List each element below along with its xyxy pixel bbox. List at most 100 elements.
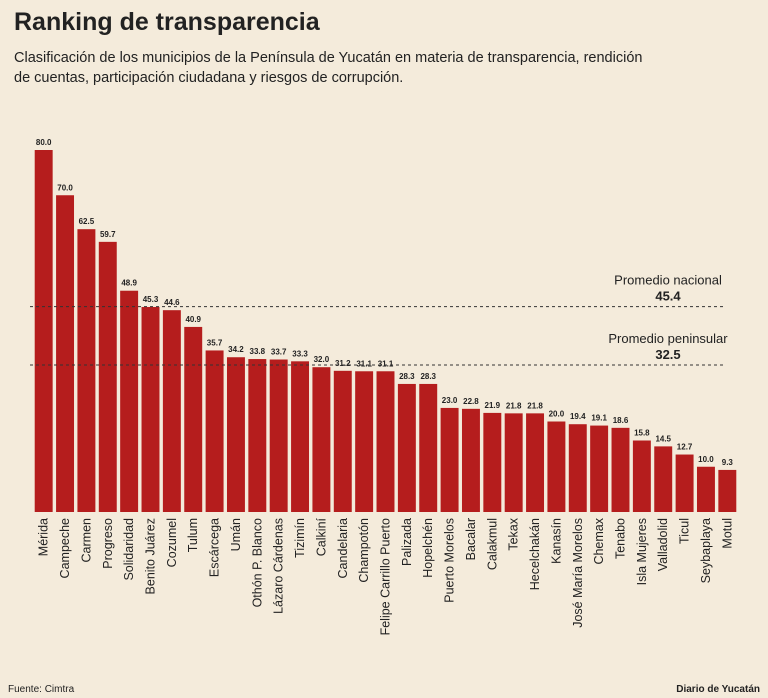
bar [162, 310, 181, 512]
chart-title: Ranking de transparencia [14, 8, 321, 36]
bar [269, 359, 288, 512]
bar [355, 371, 374, 512]
value-label: 21.9 [485, 401, 501, 410]
x-tick-label: Calakmul [485, 518, 499, 570]
value-label: 59.7 [100, 230, 116, 239]
value-label: 33.3 [292, 349, 308, 358]
subtitle: Clasificación de los municipios de la Pe… [14, 50, 642, 66]
x-tick-label: Mérida [37, 518, 51, 556]
value-label: 31.2 [335, 359, 351, 368]
bar [333, 370, 352, 512]
bar [77, 229, 96, 512]
value-label: 33.7 [271, 348, 287, 357]
reference-label: Promedio nacional [614, 273, 722, 288]
bar [120, 290, 139, 512]
x-tick-label: Progreso [101, 518, 115, 569]
x-tick-label: Lázaro Cárdenas [272, 518, 286, 614]
value-label: 19.4 [570, 412, 586, 421]
bar [419, 383, 438, 512]
value-label: 44.6 [164, 298, 180, 307]
value-label: 32.0 [314, 355, 330, 364]
value-label: 21.8 [506, 401, 522, 410]
value-label: 33.8 [250, 347, 266, 356]
x-tick-label: Carmen [79, 518, 93, 563]
reference-value: 45.4 [655, 289, 681, 304]
value-label: 15.8 [634, 429, 650, 438]
bar [397, 383, 416, 512]
value-label: 35.7 [207, 338, 223, 347]
value-label: 22.8 [463, 397, 479, 406]
x-tick-label: Tulum [186, 518, 200, 552]
value-label: 48.9 [121, 279, 137, 288]
bar [205, 350, 224, 512]
x-tick-label: Champotón [357, 518, 371, 583]
x-tick-label: Kanasín [549, 518, 563, 564]
x-tick-label: Solidaridad [122, 518, 136, 581]
x-tick-label: Bacalar [464, 518, 478, 560]
x-tick-label: Calkiní [314, 517, 328, 556]
x-tick-label: Isla Mujeres [635, 518, 649, 585]
bar [590, 425, 609, 512]
x-tick-label: Cozumel [165, 518, 179, 567]
bar [440, 407, 459, 512]
bar [98, 241, 117, 513]
x-tick-label: Campeche [58, 518, 72, 578]
bar [632, 440, 651, 512]
value-label: 34.2 [228, 345, 244, 354]
bar [312, 367, 331, 512]
x-tick-label: Umán [229, 518, 243, 551]
bar [141, 307, 160, 512]
x-tick-label: Hopelchén [421, 518, 435, 578]
bar [483, 412, 502, 512]
value-label: 19.1 [591, 414, 607, 423]
value-label: 9.3 [722, 458, 734, 467]
bar [718, 469, 737, 512]
value-label: 18.6 [613, 416, 629, 425]
bar [696, 466, 715, 512]
value-label: 31.1 [356, 359, 372, 368]
value-label: 10.0 [698, 455, 714, 464]
value-label: 62.5 [79, 217, 95, 226]
bar [376, 371, 395, 512]
value-label: 80.0 [36, 138, 52, 147]
bar [184, 326, 203, 512]
x-tick-label: Puerto Morelos [443, 518, 457, 603]
bar [504, 413, 523, 512]
source: Fuente: Cimtra [8, 684, 75, 695]
value-label: 14.5 [655, 434, 671, 443]
bar [547, 421, 566, 512]
bar [291, 361, 310, 512]
bar [34, 150, 53, 512]
x-tick-label: Escárcega [208, 518, 222, 577]
x-tick-label: Motul [720, 518, 734, 549]
x-tick-label: Hecelchakán [528, 518, 542, 590]
bar [568, 424, 587, 512]
bar [226, 357, 245, 512]
bar [526, 413, 545, 512]
x-tick-label: Benito Juárez [144, 518, 158, 594]
subtitle: de cuentas, participación ciudadana y ri… [14, 70, 403, 86]
x-tick-label: Felipe Carrillo Puerto [379, 518, 393, 635]
bar [654, 446, 673, 512]
value-label: 31.1 [378, 359, 394, 368]
x-tick-label: Ticul [678, 518, 692, 544]
value-label: 23.0 [442, 396, 458, 405]
credit: Diario de Yucatán [676, 684, 760, 695]
x-tick-label: Tenabo [614, 518, 628, 559]
bar [248, 359, 267, 512]
value-label: 28.3 [399, 372, 415, 381]
x-tick-label: Seybaplaya [699, 518, 713, 583]
x-tick-label: Valladolid [656, 518, 670, 571]
value-label: 70.0 [57, 183, 73, 192]
x-tick-label: Tekax [507, 517, 521, 550]
value-label: 45.3 [143, 295, 159, 304]
bar [611, 427, 630, 512]
x-tick-label: Othón P. Blanco [250, 518, 264, 607]
value-label: 28.3 [420, 372, 436, 381]
reference-label: Promedio peninsular [608, 331, 728, 346]
x-tick-label: Tizimín [293, 518, 307, 558]
x-tick-label: José María Morelos [571, 518, 585, 628]
bar [56, 195, 75, 512]
